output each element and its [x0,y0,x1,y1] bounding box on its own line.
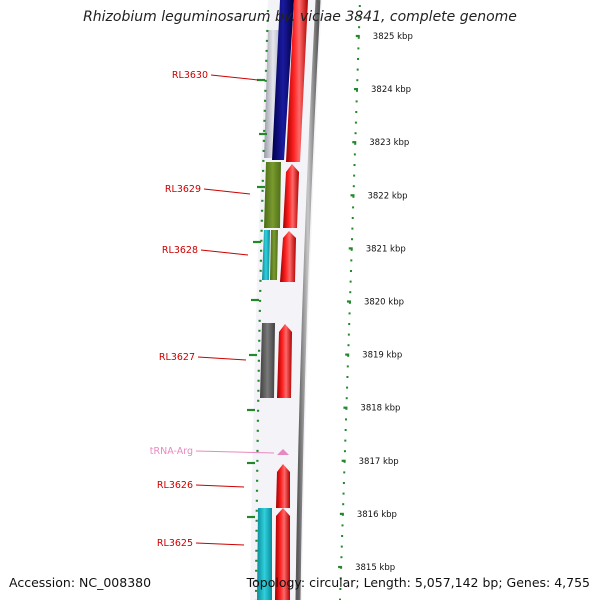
kbp-label-3822: 3822 kbp [367,191,407,201]
gene-label-rl3629[interactable]: RL3629 [165,184,201,195]
leader-line-rl3626 [195,484,245,488]
outer-tick-group [247,5,361,600]
gene-label-rl3628[interactable]: RL3628 [162,245,198,256]
accession-text: Accession: NC_008380 [9,575,152,590]
gene-label-rl3626[interactable]: RL3626 [157,480,193,491]
kbp-label-3825: 3825 kbp [373,32,413,42]
gene-label-rl3625[interactable]: RL3625 [157,538,193,549]
gene-block-rl3630 [286,0,308,162]
kbp-scale: 3825 kbp 3824 kbp 3823 kbp 3822 kbp 3821 kbp… [338,32,413,573]
kbp-label-3819: 3819 kbp [362,351,402,361]
gene-label-group: RL3630 RL3629 RL3628 RL3627 tRNA-Arg RL3626 RL… [150,70,275,549]
gene-block-olive [264,162,281,228]
kbp-label-3815: 3815 kbp [355,563,395,573]
gene-block-rl3628 [280,231,296,282]
leader-line-rl3628 [200,249,249,256]
leader-line-rl3630 [210,74,259,81]
gene-block-navy [272,0,294,160]
gene-label-rl3630[interactable]: RL3630 [172,70,208,81]
gene-label-rl3627[interactable]: RL3627 [159,352,195,363]
leader-line-rl3627 [197,356,247,361]
gene-block-cyan [257,508,272,600]
gene-block-rl3627 [277,324,292,398]
kbp-label-3817: 3817 kbp [359,457,399,467]
kbp-label-3818: 3818 kbp [360,404,400,414]
gene-block-trna-arg [277,449,289,455]
genome-backbone [295,0,321,600]
gene-label-trna-arg[interactable]: tRNA-Arg [150,446,193,457]
gene-block-rl3629 [283,164,299,228]
leader-line-trna-arg [195,450,275,454]
gene-block-cyan-small [262,230,270,280]
kbp-label-3823: 3823 kbp [369,138,409,148]
kbp-label-3821: 3821 kbp [366,244,406,254]
inner-dotted-track [254,9,270,600]
gene-block-rl3626 [276,464,290,508]
leader-line-rl3629 [203,188,251,195]
genome-title: Rhizobium leguminosarum bv. viciae 3841,… [83,9,517,25]
gene-block-rl3625 [275,508,290,600]
kbp-label-3820: 3820 kbp [364,298,404,308]
gene-block-grey [260,323,275,398]
kbp-label-3824: 3824 kbp [371,85,411,95]
gene-block-olive-small [270,230,278,280]
genome-summary-text: Topology: circular; Length: 5,057,142 bp… [246,575,590,590]
leader-line-rl3625 [195,542,245,546]
kbp-label-3816: 3816 kbp [357,510,397,520]
